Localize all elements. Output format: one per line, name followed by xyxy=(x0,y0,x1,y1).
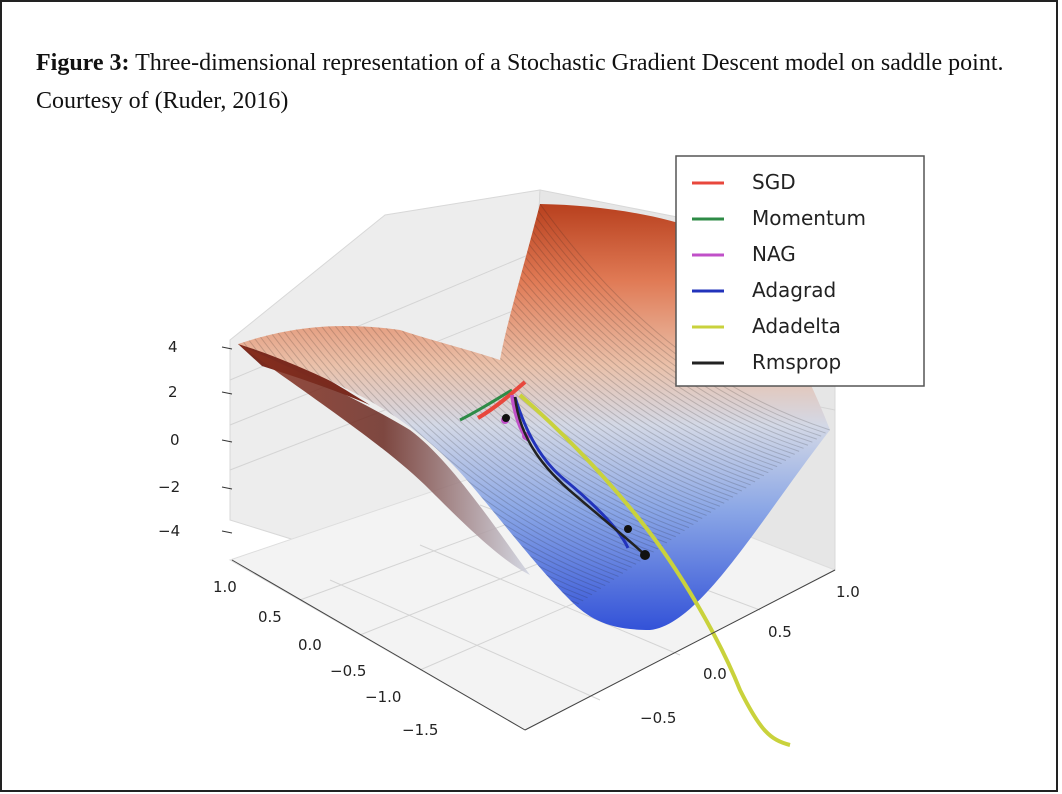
y-tick-label: 1.0 xyxy=(836,583,860,601)
rmsprop-marker-3 xyxy=(502,414,510,422)
mesh-line xyxy=(309,310,632,568)
x-tick-label: −1.5 xyxy=(402,721,438,739)
z-tick-mark xyxy=(221,439,233,443)
rmsprop-marker-2 xyxy=(640,550,650,560)
x-tick-label: 1.0 xyxy=(213,578,237,596)
caption-label: Figure 3: xyxy=(36,50,130,76)
z-tick-mark xyxy=(221,530,233,534)
mesh-line xyxy=(350,291,668,544)
y-axis: 1.0 0.5 0.0 −0.5 xyxy=(524,569,860,731)
mesh-line xyxy=(355,289,672,541)
mesh-line xyxy=(329,300,650,556)
y-tick-label: 0.0 xyxy=(703,665,727,683)
trajectory-rmsprop xyxy=(513,396,646,556)
mesh-line xyxy=(508,217,804,449)
z-tick-label: −4 xyxy=(158,522,180,540)
x-tick-label: 0.5 xyxy=(258,608,282,626)
mesh-line xyxy=(514,215,809,446)
mesh-line xyxy=(498,222,795,455)
trajectory-momentum xyxy=(459,388,513,422)
mesh-line xyxy=(319,305,641,562)
mesh-line xyxy=(493,225,791,458)
y-tick-label: −0.5 xyxy=(640,709,676,727)
z-axis: 4 2 0 −2 −4 xyxy=(158,338,233,540)
legend-label: Adadelta xyxy=(752,314,841,338)
mesh-line xyxy=(314,308,637,565)
mesh-line xyxy=(534,206,826,434)
z-tick-mark xyxy=(221,391,233,395)
z-tick-label: 2 xyxy=(168,383,178,401)
rmsprop-marker-1 xyxy=(624,525,632,533)
x-axis-line xyxy=(231,559,526,731)
x-tick-label: −1.0 xyxy=(365,688,401,706)
z-tick-mark xyxy=(221,346,233,350)
mesh-line xyxy=(334,298,654,553)
y-tick-label: 0.5 xyxy=(768,623,792,641)
mesh-line xyxy=(324,303,646,559)
mesh-line xyxy=(524,210,817,440)
y-axis-line xyxy=(524,569,836,731)
z-tick-mark xyxy=(221,486,233,490)
mesh-line xyxy=(360,286,676,538)
z-tick-label: −2 xyxy=(158,478,180,496)
mesh-line xyxy=(503,220,800,452)
legend-label: Momentum xyxy=(752,206,866,230)
trajectory-sgd xyxy=(476,380,527,420)
caption-text: Three-dimensional representation of a St… xyxy=(36,50,1004,114)
legend: SGD Momentum NAG Adagrad Adadelta Rmsprop xyxy=(675,155,925,387)
legend-label: Rmsprop xyxy=(752,350,841,374)
legend-label: Adagrad xyxy=(752,278,836,302)
legend-box xyxy=(675,155,925,387)
mesh-line xyxy=(529,208,822,437)
x-tick-label: −0.5 xyxy=(330,662,366,680)
x-tick-label: 0.0 xyxy=(298,636,322,654)
mesh-line xyxy=(519,213,813,443)
trajectories xyxy=(459,380,791,747)
z-tick-label: 4 xyxy=(168,338,178,356)
mesh-line xyxy=(488,227,787,461)
figure-caption: Figure 3: Three-dimensional representati… xyxy=(36,44,1026,120)
mesh-line xyxy=(539,204,830,431)
legend-label: NAG xyxy=(752,242,796,266)
trajectory-adadelta xyxy=(518,393,791,747)
legend-label: SGD xyxy=(752,170,796,194)
mesh-line xyxy=(339,296,659,550)
z-tick-label: 0 xyxy=(170,431,180,449)
x-axis: 1.0 0.5 0.0 −0.5 −1.0−1.5 xyxy=(213,559,526,739)
surface-front-shade xyxy=(238,344,530,575)
